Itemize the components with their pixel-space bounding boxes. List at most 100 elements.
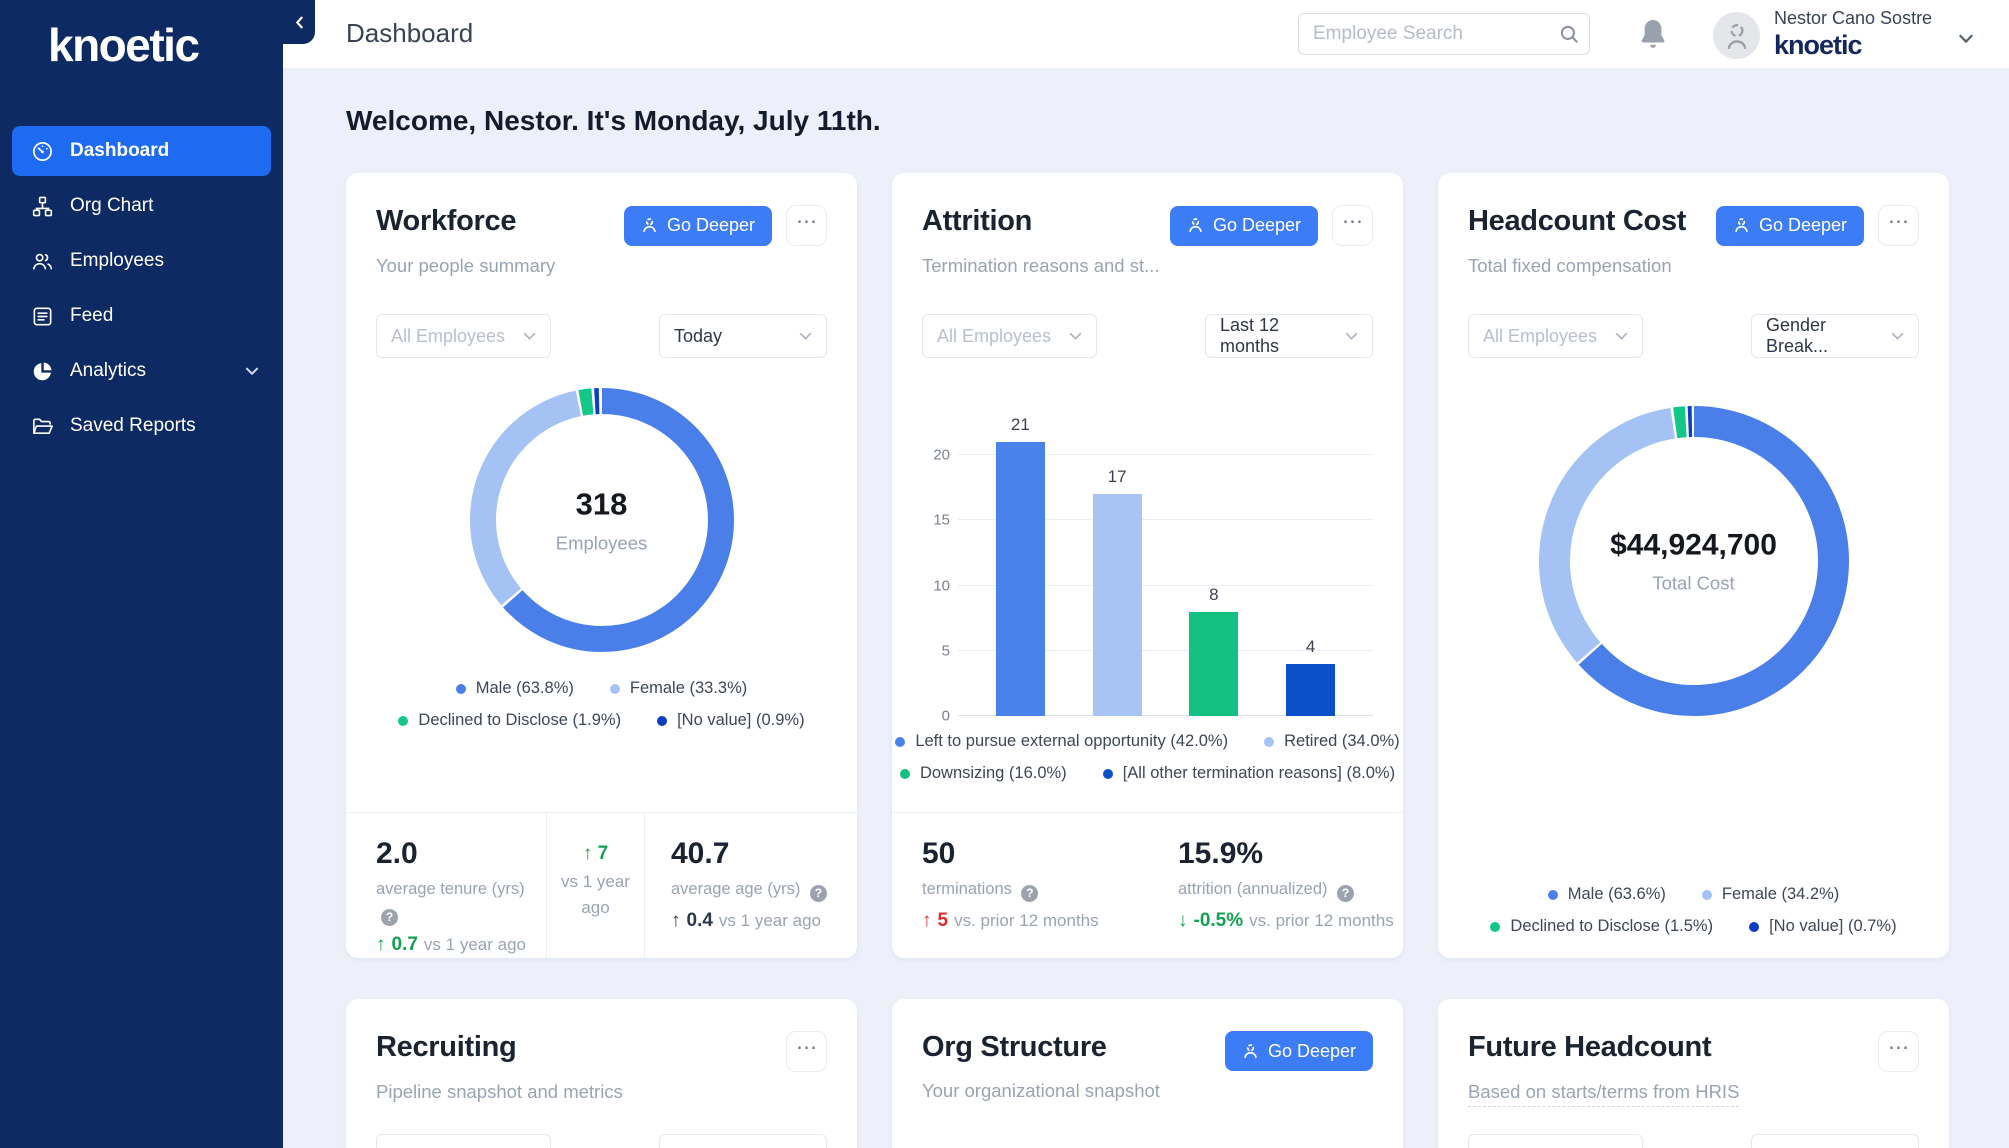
sidebar-item-feed[interactable]: Feed	[12, 291, 271, 341]
welcome-heading: Welcome, Nestor. It's Monday, July 11th.	[346, 105, 881, 136]
attrition-population-filter[interactable]: All Employees	[922, 314, 1097, 358]
bar[interactable]	[1189, 611, 1239, 716]
headcount-cost-more-options-button[interactable]: ⋯	[1878, 205, 1919, 246]
ellipsis-icon: ⋯	[796, 1036, 817, 1059]
legend-item: Male (63.6%)	[1547, 885, 1666, 904]
attrition-more-options-button[interactable]: ⋯	[1332, 205, 1373, 246]
legend-item: Female (34.2%)	[1701, 885, 1839, 904]
sidebar-item-org-chart[interactable]: Org Chart	[12, 181, 271, 231]
legend-dot-icon	[398, 715, 409, 726]
org-structure-card-title: Org Structure	[922, 1031, 1107, 1063]
ellipsis-icon: ⋯	[1888, 1036, 1909, 1059]
bar-group: 8	[1189, 584, 1239, 716]
employee-search[interactable]	[1298, 13, 1590, 55]
feed-icon	[30, 304, 54, 328]
workforce-more-options-button[interactable]: ⋯	[786, 205, 827, 246]
sidebar-item-employees[interactable]: Employees	[12, 236, 271, 286]
legend-item: [All other termination reasons] (8.0%)	[1102, 764, 1395, 783]
headcount-cost-donut-label: Total Cost	[1652, 571, 1735, 593]
sidebar-item-label: Dashboard	[70, 140, 170, 161]
legend-dot-icon	[899, 768, 910, 779]
arrow-up-icon: ↑	[376, 934, 386, 956]
legend-item: Retired (34.0%)	[1264, 732, 1400, 751]
recruiting-more-options-button[interactable]: ⋯	[786, 1031, 827, 1072]
headcount-cost-donut-value: $44,924,700	[1610, 527, 1777, 561]
analytics-icon	[30, 359, 54, 383]
sidebar-item-saved-reports[interactable]: Saved Reports	[12, 401, 271, 451]
bar-value-label: 8	[1209, 584, 1219, 604]
sidebar-item-analytics[interactable]: Analytics	[12, 346, 271, 396]
ellipsis-icon: ⋯	[796, 210, 817, 233]
y-axis: 0 5 10 15 20	[922, 416, 958, 725]
legend-item: Female (33.3%)	[609, 679, 747, 698]
attrition-bar-chart: 0 5 10 15 20 21 17 8 4	[922, 382, 1373, 725]
ellipsis-icon: ⋯	[1342, 210, 1363, 233]
workforce-donut-chart: 318 Employees	[469, 388, 734, 657]
headcount-cost-population-filter[interactable]: All Employees	[1468, 314, 1643, 358]
sidebar-item-label: Org Chart	[70, 195, 154, 216]
user-menu[interactable]: Nestor Cano Sostre knoetic	[1713, 8, 1974, 60]
person-icon	[1189, 218, 1202, 233]
attrition-stats: 50 terminations ↑ 5 vs. prior 12 months …	[892, 812, 1403, 958]
future-headcount-filter-dropdown[interactable]	[1468, 1134, 1643, 1148]
help-icon[interactable]	[1021, 885, 1039, 903]
sidebar-collapse-button[interactable]	[283, 0, 315, 44]
sidebar-item-dashboard[interactable]: Dashboard	[12, 126, 271, 176]
sidebar-item-label: Employees	[70, 250, 164, 271]
recruiting-filter-dropdown[interactable]	[376, 1134, 551, 1148]
legend-item: Declined to Disclose (1.5%)	[1490, 917, 1713, 936]
bar[interactable]	[995, 442, 1045, 716]
donut-segment[interactable]	[1538, 406, 1849, 716]
attrition-date-filter[interactable]: Last 12 months	[1205, 314, 1373, 358]
headcount-cost-breakdown-filter[interactable]: Gender Break...	[1751, 314, 1919, 358]
workforce-go-deeper-button[interactable]: Go Deeper	[623, 205, 772, 246]
gridline	[958, 584, 1373, 586]
arrow-down-icon: ↓	[1178, 910, 1188, 932]
chevron-down-icon	[799, 332, 812, 340]
sidebar-item-label: Saved Reports	[70, 415, 196, 436]
future-headcount-filter-dropdown[interactable]	[1751, 1134, 1919, 1148]
workforce-donut-label: Employees	[555, 531, 648, 553]
y-axis-tick: 10	[933, 577, 950, 595]
y-axis-tick: 0	[941, 707, 950, 725]
bar-value-label: 21	[1010, 415, 1030, 435]
help-icon[interactable]	[381, 909, 398, 927]
plot-area: 21 17 8 4	[958, 415, 1373, 716]
headcount-change-stat: ↑ 7 vs 1 year ago	[546, 813, 645, 958]
workforce-date-filter[interactable]: Today	[659, 314, 827, 358]
donut-segment[interactable]	[469, 388, 734, 652]
bar-value-label: 4	[1305, 636, 1316, 656]
workforce-legend: Male (63.8%) Female (33.3%) Declined to Di…	[376, 679, 827, 730]
gridline	[958, 454, 1373, 456]
bar[interactable]	[1286, 663, 1336, 716]
bar-group: 17	[1092, 467, 1142, 716]
donut-segment[interactable]	[1538, 406, 1849, 716]
future-headcount-card-subtitle: Based on starts/terms from HRIS	[1468, 1081, 1740, 1107]
search-input[interactable]	[1313, 23, 1558, 45]
legend-item: Male (63.8%)	[455, 679, 574, 698]
bar[interactable]	[1092, 494, 1142, 716]
legend-dot-icon	[1102, 768, 1113, 779]
workforce-donut-value: 318	[575, 485, 628, 521]
headcount-cost-go-deeper-button[interactable]: Go Deeper	[1715, 205, 1864, 246]
chevron-down-icon	[1615, 332, 1628, 340]
recruiting-card-title: Recruiting	[376, 1031, 517, 1063]
arrow-up-icon: ↑	[671, 910, 681, 932]
chevron-down-icon	[1345, 332, 1358, 340]
legend-item: Declined to Disclose (1.9%)	[398, 711, 621, 730]
future-headcount-more-options-button[interactable]: ⋯	[1878, 1031, 1919, 1072]
sidebar: knoetic Dashboard Org Chart Employees Feed A…	[0, 0, 283, 1148]
brand-logo: knoetic	[48, 19, 200, 71]
help-icon[interactable]	[809, 885, 827, 903]
workforce-population-filter[interactable]: All Employees	[376, 314, 551, 358]
donut-segment[interactable]	[469, 388, 734, 652]
help-icon[interactable]	[1337, 885, 1355, 903]
notifications-bell-button[interactable]	[1635, 16, 1671, 54]
headcount-cost-card-subtitle: Total fixed compensation	[1468, 255, 1672, 276]
org-structure-go-deeper-button[interactable]: Go Deeper	[1224, 1031, 1373, 1071]
attrition-go-deeper-button[interactable]: Go Deeper	[1169, 205, 1318, 246]
arrow-up-icon: ↑	[582, 843, 593, 864]
recruiting-filter-dropdown[interactable]	[659, 1134, 827, 1148]
legend-item: [No value] (0.9%)	[657, 711, 805, 730]
chevron-down-icon	[1958, 31, 1974, 49]
